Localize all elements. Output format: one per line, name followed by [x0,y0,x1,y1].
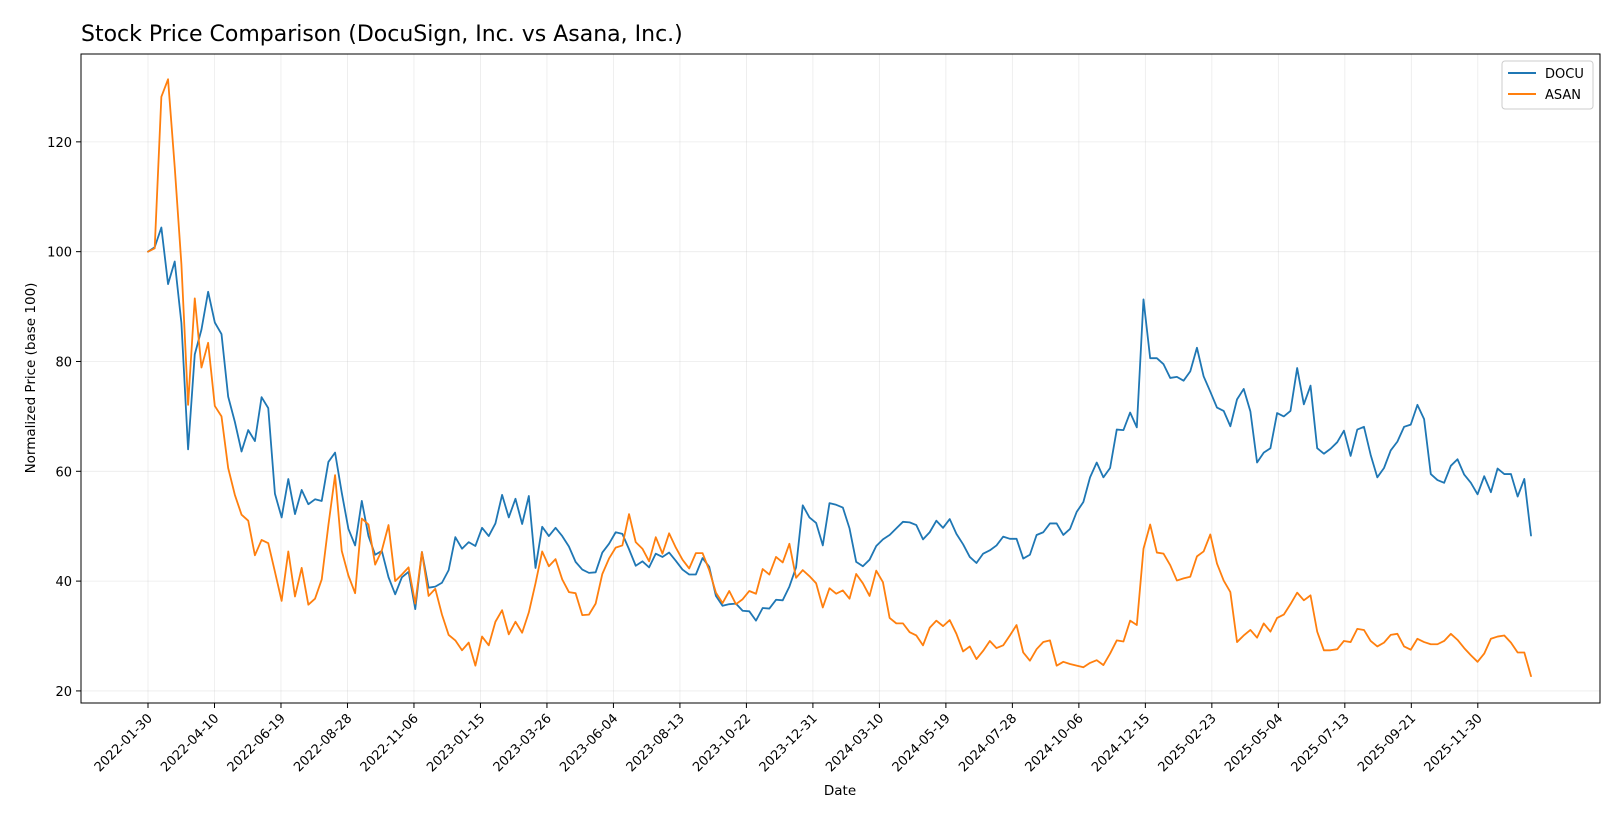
y-tick-label: 80 [55,355,72,370]
y-tick-label: 40 [55,575,72,590]
legend-label-asan: ASAN [1545,88,1581,103]
y-tick-label: 60 [55,465,72,480]
y-tick-label: 120 [47,136,72,151]
series-line-asan [147,78,1532,677]
y-axis: 20 40 60 80 100 120 [47,136,81,700]
chart-title: Stock Price Comparison (DocuSign, Inc. v… [81,22,683,47]
y-tick-label: 100 [47,246,72,261]
series-line-docu [147,226,1532,622]
y-tick-label: 20 [55,685,72,700]
y-axis-label: Normalized Price (base 100) [23,283,39,474]
plot-area-frame [80,53,1601,704]
gridlines [81,54,1600,703]
legend: DOCU ASAN [1501,60,1594,110]
legend-label-docu: DOCU [1545,67,1584,82]
series-lines [147,78,1532,677]
x-axis-label: Date [824,783,856,799]
